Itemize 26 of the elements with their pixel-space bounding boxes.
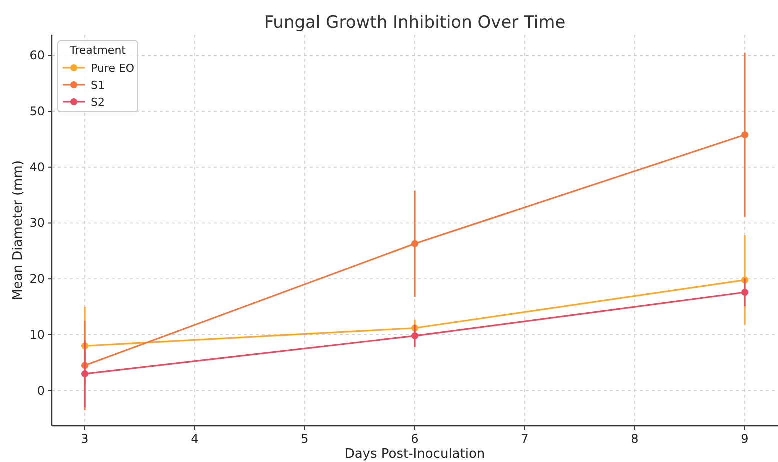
point [412, 240, 418, 248]
y-axis-title: Mean Diameter (mm) [11, 160, 26, 300]
y-tick-label: 20 [30, 272, 45, 286]
x-tick-label: 8 [631, 432, 639, 446]
point [412, 332, 418, 340]
x-tick-label: 7 [521, 432, 529, 446]
y-tick-label: 40 [30, 160, 45, 174]
x-tick-label: 6 [411, 432, 419, 446]
legend-label: S2 [91, 96, 105, 109]
x-tick-label: 4 [191, 432, 199, 446]
y-tick-label: 10 [30, 328, 45, 342]
point [742, 289, 748, 296]
legend-label: Pure EO [91, 62, 135, 75]
x-tick-label: 5 [301, 432, 309, 446]
y-tick-label: 30 [30, 216, 45, 230]
y-tick-label: 50 [30, 104, 45, 119]
y-tick-label: 0 [37, 384, 45, 398]
y-tick-label: 60 [30, 48, 45, 63]
point [82, 370, 88, 378]
x-tick-label: 9 [741, 432, 749, 446]
chart-title: Fungal Growth Inhibition Over Time [264, 13, 566, 33]
point [742, 131, 748, 138]
x-tick-label: 3 [81, 432, 89, 446]
x-axis-title: Days Post-Inoculation [344, 447, 486, 462]
legend-label: S1 [91, 79, 105, 92]
legend-title: Treatment [69, 44, 127, 57]
